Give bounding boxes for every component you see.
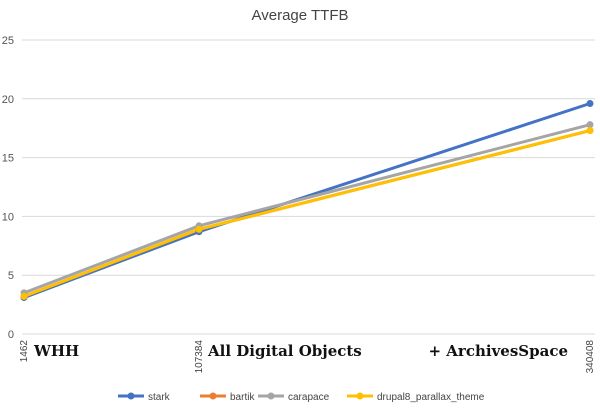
data-point-drupal8_parallax_theme (195, 225, 203, 233)
data-point-drupal8_parallax_theme (20, 292, 28, 300)
data-point-stark (586, 100, 594, 108)
legend-label: carapace (288, 392, 330, 403)
series-line-drupal8_parallax_theme (22, 129, 592, 298)
y-tick-label: 5 (8, 270, 14, 282)
legend-swatch-marker (127, 392, 135, 400)
series-points (20, 100, 594, 302)
chart-title: Average TTFB (252, 7, 349, 24)
legend-label: bartik (230, 392, 255, 403)
legend-label: stark (148, 392, 171, 403)
x-tick-label: 1462 (19, 340, 30, 363)
y-axis-ticks: 0 5 10 15 20 25 (2, 35, 14, 341)
y-tick-label: 0 (8, 329, 14, 341)
y-tick-label: 10 (2, 211, 14, 223)
y-tick-label: 20 (2, 94, 14, 106)
legend-swatch-marker (356, 392, 364, 400)
category-labels: WHH All Digital Objects + ArchivesSpace (33, 342, 568, 360)
category-label: WHH (33, 342, 79, 360)
legend: stark bartik carapace drupal8_parallax_them… (118, 392, 485, 403)
series-line-bartik (22, 129, 592, 298)
category-label: All Digital Objects (207, 342, 362, 360)
series-lines (22, 102, 592, 300)
legend-label: drupal8_parallax_theme (377, 392, 485, 403)
gridlines (22, 39, 595, 335)
x-tick-label: 107384 (194, 340, 205, 374)
series-line-carapace (22, 123, 592, 295)
legend-swatch-marker (267, 392, 275, 400)
y-tick-label: 25 (2, 35, 14, 47)
x-tick-label: 340408 (585, 340, 596, 374)
data-point-carapace (586, 121, 594, 129)
x-axis-ticks: 1462 107384 340408 (19, 340, 596, 374)
y-tick-label: 15 (2, 153, 14, 165)
legend-swatch-marker (209, 392, 217, 400)
data-point-drupal8_parallax_theme (586, 127, 594, 135)
category-label: + ArchivesSpace (429, 342, 569, 360)
